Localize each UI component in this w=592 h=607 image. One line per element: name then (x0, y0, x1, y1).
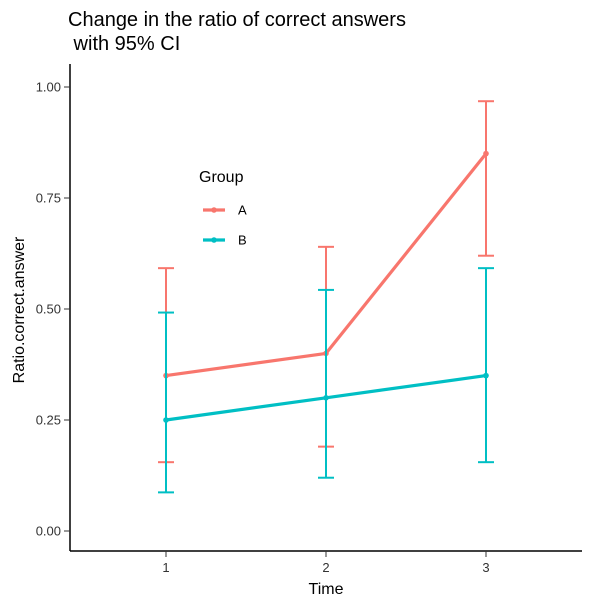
legend-label-a: A (238, 203, 247, 218)
y-tick-label-0.75: 0.75 (36, 191, 61, 206)
legend-label-b: B (238, 233, 247, 248)
chart-title-line2: with 95% CI (68, 33, 180, 55)
x-tick-label-2: 2 (322, 560, 329, 575)
legend-key-point-a (211, 207, 217, 213)
legend-title: Group (199, 169, 244, 186)
plot-area (158, 100, 494, 494)
data-point-a-3 (483, 150, 489, 157)
x-tick-label-1: 1 (162, 560, 169, 575)
data-point-b-3 (483, 372, 489, 379)
data-point-b-2 (323, 395, 329, 401)
chart-title-line1: Change in the ratio of correct answers (68, 9, 406, 31)
data-point-b-1 (163, 417, 169, 423)
legend-key-point-b (211, 237, 217, 243)
legend: Group AB (199, 169, 247, 248)
y-axis-label: Ratio.correct.answer (11, 236, 28, 383)
y-tick-label-0.50: 0.50 (36, 302, 61, 317)
y-ticks: 0.00 0.25 0.50 0.75 1.00 (36, 80, 70, 539)
x-axis-label: Time (309, 581, 344, 598)
y-tick-label-0.00: 0.00 (36, 524, 61, 539)
y-tick-label-0.25: 0.25 (36, 413, 61, 428)
y-tick-label-1.00: 1.00 (36, 80, 61, 95)
x-tick-label-3: 3 (482, 560, 489, 575)
x-ticks: 1 2 3 (162, 551, 490, 575)
